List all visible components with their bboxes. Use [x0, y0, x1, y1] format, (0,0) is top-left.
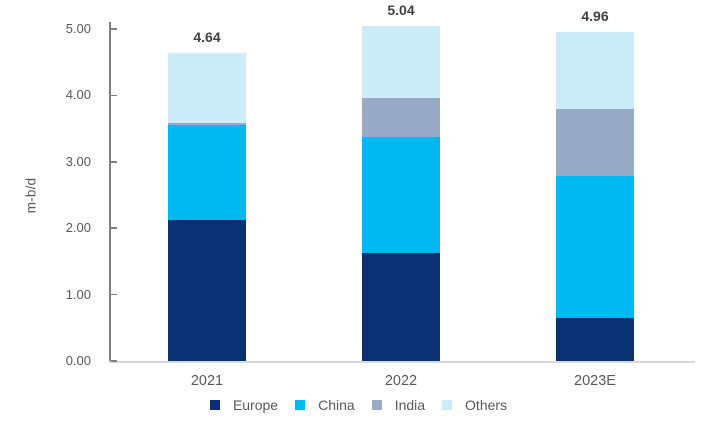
bar-segment-others-2022 — [362, 26, 440, 99]
legend-item-others: Others — [442, 397, 507, 413]
legend-swatch-europe — [209, 400, 220, 410]
y-tick-label: 5.00 — [65, 21, 91, 36]
bar-segment-china-2022 — [362, 137, 440, 254]
legend-label: Europe — [232, 397, 279, 413]
bar-segment-india-2023e — [556, 109, 634, 176]
data-label-total-2021: 4.64 — [193, 28, 221, 45]
bar-segment-others-2023e — [556, 31, 634, 110]
y-tick-label: 0.00 — [65, 353, 91, 368]
data-label-total-2022: 5.04 — [387, 2, 415, 19]
legend-item-europe: Europe — [209, 397, 279, 413]
bar-segment-europe-2022 — [362, 253, 440, 361]
bar-segment-india-2021 — [168, 122, 246, 125]
bar-segment-europe-2023e — [556, 317, 634, 361]
legend-swatch-others — [442, 400, 453, 410]
y-tick-label: 2.00 — [65, 220, 91, 236]
legend-item-india: India — [371, 397, 426, 413]
bar-segment-europe-2021 — [168, 220, 246, 361]
legend-item-china: China — [295, 397, 355, 413]
y-tick-mark — [111, 94, 117, 97]
x-axis-label-2022: 2022 — [384, 373, 418, 389]
legend-label: Others — [465, 397, 508, 413]
y-tick-label: 1.00 — [65, 286, 91, 302]
y-tick-label: 4.00 — [65, 87, 91, 103]
y-tick-mark — [111, 360, 117, 362]
legend-label: India — [394, 397, 426, 413]
bar-segment-others-2021 — [168, 52, 246, 123]
data-label-total-2023e: 4.96 — [581, 7, 609, 24]
y-axis-title: m-b/d — [23, 177, 39, 214]
y-tick-label: 3.00 — [65, 153, 91, 169]
y-tick-mark — [111, 161, 117, 163]
y-tick-mark — [111, 293, 117, 296]
bar-segment-china-2021 — [168, 124, 246, 221]
legend-swatch-india — [371, 400, 382, 410]
x-axis-label-2021: 2021 — [190, 373, 224, 389]
y-tick-mark — [111, 28, 117, 30]
y-tick-mark — [111, 227, 117, 229]
x-axis-label-2023e: 2023E — [574, 373, 616, 389]
legend: Europe China India Others — [0, 397, 717, 413]
x-axis-line — [109, 361, 695, 363]
bar-segment-china-2023e — [556, 175, 634, 318]
y-axis-line — [109, 22, 111, 362]
bar-segment-india-2022 — [362, 98, 440, 138]
legend-swatch-china — [295, 400, 306, 410]
legend-label: China — [318, 397, 355, 413]
